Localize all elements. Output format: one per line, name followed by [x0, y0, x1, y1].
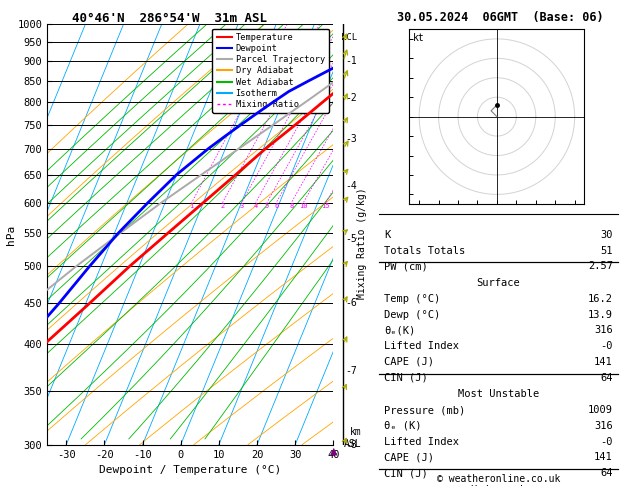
Text: km
ASL: km ASL	[344, 427, 362, 449]
Text: 13.9: 13.9	[587, 310, 613, 320]
Text: 30.05.2024  06GMT  (Base: 06): 30.05.2024 06GMT (Base: 06)	[397, 11, 603, 24]
Text: θₑ (K): θₑ (K)	[384, 421, 421, 431]
Text: Lifted Index: Lifted Index	[384, 341, 459, 351]
Text: 5: 5	[265, 203, 269, 208]
Text: -8: -8	[346, 440, 357, 450]
X-axis label: Dewpoint / Temperature (°C): Dewpoint / Temperature (°C)	[99, 465, 281, 475]
Text: 8: 8	[289, 203, 294, 208]
Text: 2: 2	[220, 203, 225, 208]
Text: 1009: 1009	[587, 405, 613, 415]
Text: 316: 316	[594, 421, 613, 431]
Text: Surface: Surface	[477, 278, 520, 288]
Text: K: K	[384, 230, 391, 240]
Text: -5: -5	[346, 234, 357, 244]
Text: 15: 15	[321, 203, 330, 208]
Text: 2.57: 2.57	[587, 261, 613, 272]
Text: 40°46'N  286°54'W  31m ASL: 40°46'N 286°54'W 31m ASL	[72, 12, 267, 25]
Text: 64: 64	[600, 373, 613, 383]
Text: Mixing Ratio (g/kg): Mixing Ratio (g/kg)	[357, 187, 367, 299]
Text: Dewp (°C): Dewp (°C)	[384, 310, 440, 320]
Y-axis label: hPa: hPa	[6, 225, 16, 244]
Text: -7: -7	[346, 366, 357, 377]
Text: CAPE (J): CAPE (J)	[384, 452, 434, 463]
Text: CAPE (J): CAPE (J)	[384, 357, 434, 367]
Text: 16.2: 16.2	[587, 294, 613, 304]
Text: 51: 51	[600, 246, 613, 256]
Text: CIN (J): CIN (J)	[384, 373, 428, 383]
Text: Pressure (mb): Pressure (mb)	[384, 405, 465, 415]
Legend: Temperature, Dewpoint, Parcel Trajectory, Dry Adiabat, Wet Adiabat, Isotherm, Mi: Temperature, Dewpoint, Parcel Trajectory…	[212, 29, 329, 113]
Text: 141: 141	[594, 452, 613, 463]
Text: -4: -4	[346, 181, 357, 191]
Text: 6: 6	[274, 203, 279, 208]
Text: 10: 10	[299, 203, 308, 208]
Text: CIN (J): CIN (J)	[384, 469, 428, 478]
Text: 64: 64	[600, 469, 613, 478]
Text: -1: -1	[346, 56, 357, 66]
Text: -0: -0	[600, 437, 613, 447]
Text: 4: 4	[253, 203, 258, 208]
Text: -0: -0	[600, 341, 613, 351]
Text: PW (cm): PW (cm)	[384, 261, 428, 272]
Text: 316: 316	[594, 326, 613, 335]
Text: Totals Totals: Totals Totals	[384, 246, 465, 256]
Text: Hodograph: Hodograph	[470, 485, 526, 486]
Text: LCL: LCL	[342, 33, 357, 42]
Text: Most Unstable: Most Unstable	[458, 389, 539, 399]
Text: 141: 141	[594, 357, 613, 367]
Text: kt: kt	[413, 33, 425, 43]
Text: θₑ(K): θₑ(K)	[384, 326, 415, 335]
Text: ▲: ▲	[330, 444, 337, 457]
Text: -6: -6	[346, 298, 357, 308]
Text: Temp (°C): Temp (°C)	[384, 294, 440, 304]
Text: © weatheronline.co.uk: © weatheronline.co.uk	[437, 473, 560, 484]
Text: 3: 3	[240, 203, 244, 208]
Text: -2: -2	[346, 93, 357, 103]
Text: -3: -3	[346, 134, 357, 144]
Text: 1: 1	[189, 203, 194, 208]
Text: 30: 30	[600, 230, 613, 240]
Text: Lifted Index: Lifted Index	[384, 437, 459, 447]
